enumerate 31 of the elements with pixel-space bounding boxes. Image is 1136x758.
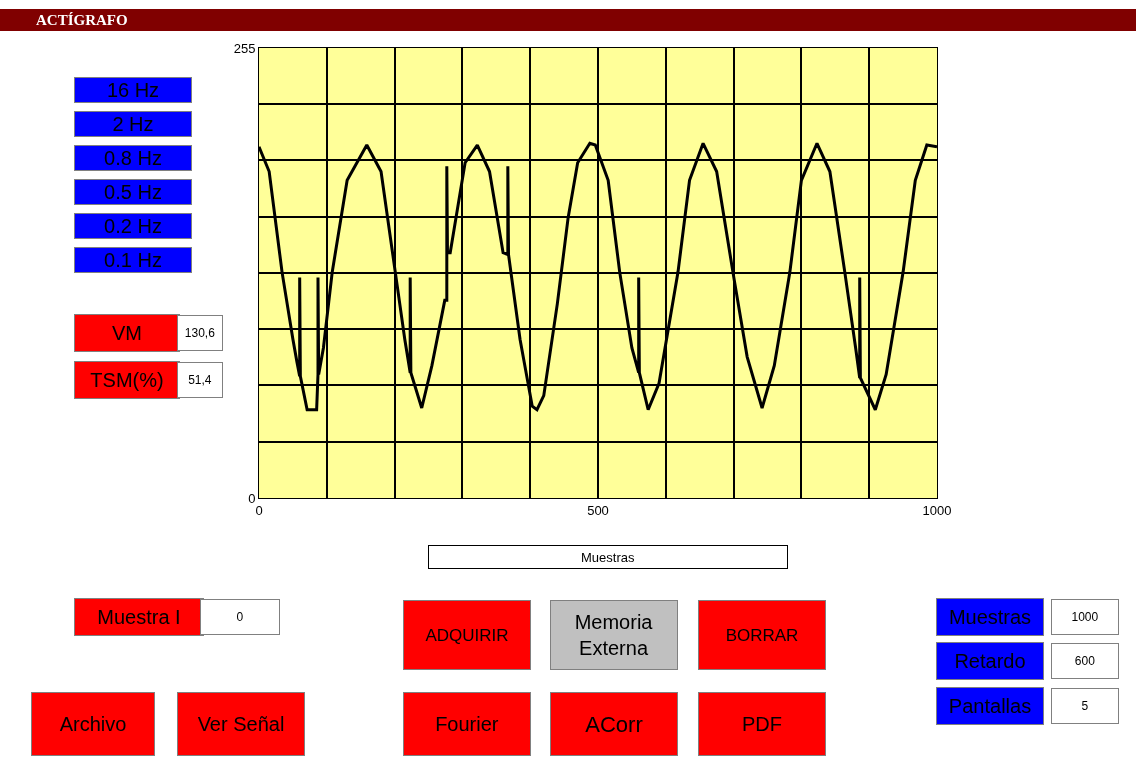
text: 130,6 <box>184 326 216 340</box>
text: 0.8 Hz <box>104 147 162 169</box>
text: PDF <box>742 713 782 735</box>
text: 51,4 <box>188 373 212 387</box>
y-tick-label: 255 <box>233 40 256 56</box>
text: Fourier <box>435 713 499 735</box>
text: ACorr <box>585 711 643 737</box>
text: BORRAR <box>725 625 799 645</box>
text: 0 <box>236 610 244 624</box>
text: 0.1 Hz <box>104 249 162 271</box>
text: ACTÍGRAFO <box>36 12 128 28</box>
text: 0.2 Hz <box>104 215 162 237</box>
text: VM <box>112 322 142 344</box>
text: Muestras <box>948 606 1032 628</box>
text: 2 Hz <box>112 113 154 135</box>
text: 1000 <box>1071 610 1099 624</box>
text: ADQUIRIR <box>425 625 509 645</box>
text: Archivo <box>59 713 127 735</box>
text: Muestra I <box>97 606 181 628</box>
text: Retardo <box>954 650 1026 672</box>
text: TSM(%) <box>90 369 164 391</box>
x-tick-label: 500 <box>587 502 609 518</box>
text: Memoria Externa <box>574 611 654 659</box>
text: Ver Señal <box>197 713 285 735</box>
text: 5 <box>1081 699 1089 713</box>
text: 16 Hz <box>106 79 160 101</box>
x-axis-title: Muestras <box>581 549 635 565</box>
text: Pantallas <box>948 695 1032 717</box>
text: 0.5 Hz <box>104 181 162 203</box>
x-tick-label: 1000 <box>922 502 952 518</box>
text: 600 <box>1074 654 1096 668</box>
